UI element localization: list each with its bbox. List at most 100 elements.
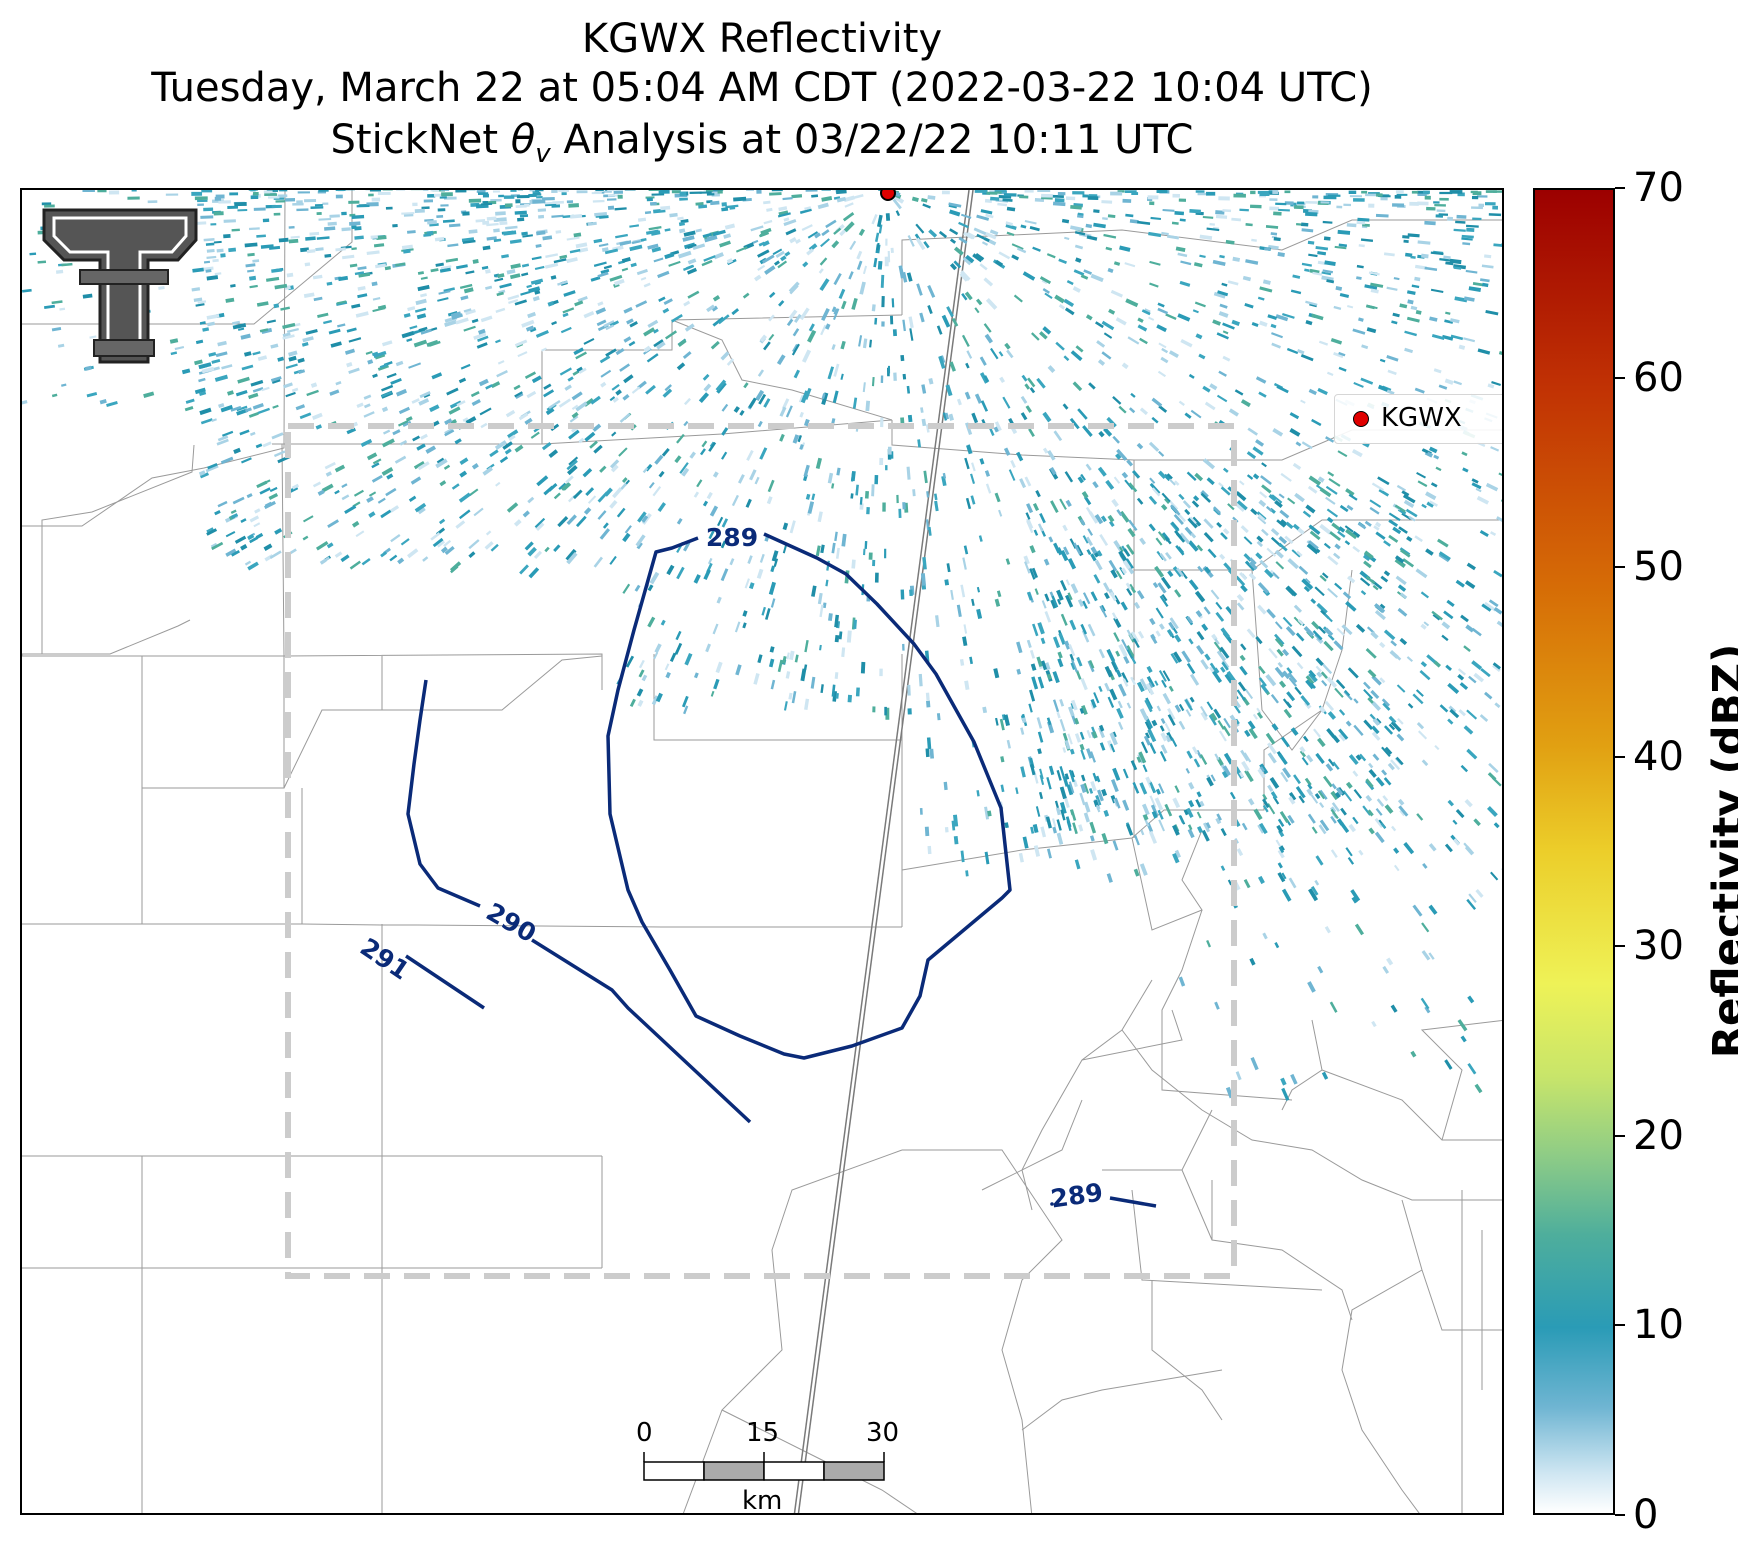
- echo-speckle: [417, 506, 426, 515]
- echo-speckle: [1261, 462, 1267, 468]
- echo-speckle: [1052, 201, 1066, 207]
- echo-speckle: [1475, 889, 1484, 898]
- echo-speckle: [1409, 201, 1419, 206]
- echo-speckle: [607, 205, 615, 210]
- echo-speckle: [312, 274, 323, 280]
- echo-speckle: [1406, 316, 1420, 323]
- echo-speckle: [1271, 342, 1281, 349]
- echo-speckle: [1324, 260, 1336, 267]
- echo-speckle: [1476, 495, 1490, 505]
- echo-speckle: [1363, 560, 1372, 569]
- echo-speckle: [609, 499, 618, 509]
- echo-speckle: [1275, 561, 1285, 570]
- echo-speckle: [1482, 282, 1489, 288]
- echo-speckle: [1060, 809, 1066, 821]
- echo-speckle: [1037, 676, 1045, 689]
- echo-speckle: [1433, 201, 1440, 204]
- echo-speckle: [1448, 705, 1457, 713]
- echo-speckle: [706, 491, 713, 500]
- echo-speckle: [245, 263, 256, 268]
- echo-speckle: [1414, 276, 1421, 282]
- echo-speckle: [817, 592, 823, 605]
- echo-speckle: [1202, 458, 1216, 470]
- echo-speckle: [922, 556, 927, 570]
- echo-speckle: [419, 391, 431, 399]
- echo-speckle: [1039, 513, 1046, 524]
- echo-speckle: [1268, 647, 1278, 659]
- echo-speckle: [1139, 337, 1148, 345]
- echo-speckle: [1110, 191, 1123, 196]
- echo-speckle: [1203, 606, 1211, 615]
- echo-speckle: [1025, 512, 1031, 520]
- echo-speckle: [739, 409, 745, 416]
- echo-speckle: [949, 263, 958, 271]
- echo-speckle: [1008, 469, 1016, 481]
- echo-speckle: [641, 674, 648, 682]
- echo-speckle: [1301, 441, 1313, 450]
- echo-speckle: [399, 439, 408, 446]
- echo-speckle: [1445, 664, 1453, 672]
- echo-speckle: [248, 392, 259, 400]
- echo-speckle: [1280, 472, 1292, 482]
- echo-speckle: [1020, 395, 1028, 404]
- echo-speckle: [1259, 191, 1270, 197]
- echo-speckle: [1303, 626, 1315, 637]
- echo-speckle: [1206, 776, 1214, 787]
- echo-speckle: [1090, 591, 1098, 602]
- echo-speckle: [335, 247, 346, 252]
- colorbar: [1533, 188, 1615, 1515]
- echo-speckle: [262, 218, 270, 223]
- echo-speckle: [1160, 503, 1168, 511]
- echo-speckle: [642, 467, 649, 474]
- echo-speckle: [329, 214, 340, 218]
- echo-speckle: [527, 311, 536, 319]
- echo-speckle: [990, 347, 999, 360]
- echo-speckle: [1222, 355, 1231, 362]
- echo-speckle: [485, 269, 491, 274]
- echo-speckle: [1471, 206, 1483, 210]
- echo-speckle: [370, 235, 378, 240]
- echo-speckle: [786, 652, 790, 660]
- echo-speckle: [334, 551, 343, 558]
- echo-speckle: [976, 214, 990, 221]
- echo-speckle: [427, 220, 437, 225]
- echo-speckle: [1203, 531, 1214, 543]
- echo-speckle: [834, 614, 839, 628]
- echo-speckle: [411, 398, 420, 404]
- echo-speckle: [1288, 796, 1296, 805]
- echo-speckle: [593, 556, 603, 568]
- echo-speckle: [476, 190, 486, 193]
- echo-speckle: [199, 391, 207, 397]
- echo-speckle: [1405, 508, 1418, 518]
- echo-speckle: [1178, 493, 1185, 501]
- echo-speckle: [1130, 676, 1137, 686]
- echo-speckle: [1449, 708, 1460, 719]
- echo-speckle: [197, 203, 204, 206]
- echo-speckle: [1116, 509, 1123, 517]
- echo-speckle: [874, 317, 878, 325]
- echo-speckle: [1460, 1035, 1467, 1043]
- echo-speckle: [377, 497, 386, 504]
- echo-speckle: [786, 318, 794, 327]
- radar-map[interactable]: 289 290 291 289 KGWX 0 15 30: [20, 188, 1504, 1515]
- echo-speckle: [1016, 451, 1024, 462]
- echo-speckle: [1089, 821, 1097, 834]
- echo-speckle: [836, 196, 847, 203]
- kgwx-radar-site: [880, 190, 896, 201]
- echo-speckle: [948, 413, 954, 421]
- echo-speckle: [1048, 536, 1054, 543]
- echo-speckle: [1255, 439, 1265, 447]
- echo-speckle: [1122, 559, 1131, 570]
- echo-speckle: [206, 313, 220, 320]
- echo-speckle: [1076, 656, 1083, 667]
- echo-speckle: [677, 250, 692, 259]
- echo-speckle: [807, 501, 815, 514]
- echo-speckle: [1383, 725, 1394, 735]
- echo-speckle: [1455, 220, 1466, 224]
- echo-speckle: [1206, 477, 1215, 486]
- echo-speckle: [29, 252, 37, 256]
- echo-speckle: [1428, 446, 1438, 454]
- echo-speckle: [915, 223, 925, 234]
- analysis-domain-box: [285, 423, 1237, 1279]
- echo-speckle: [974, 393, 983, 404]
